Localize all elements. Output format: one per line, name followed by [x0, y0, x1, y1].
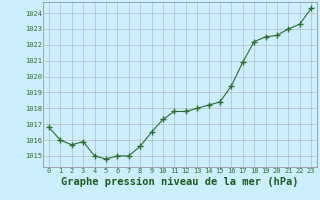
- X-axis label: Graphe pression niveau de la mer (hPa): Graphe pression niveau de la mer (hPa): [61, 177, 299, 187]
